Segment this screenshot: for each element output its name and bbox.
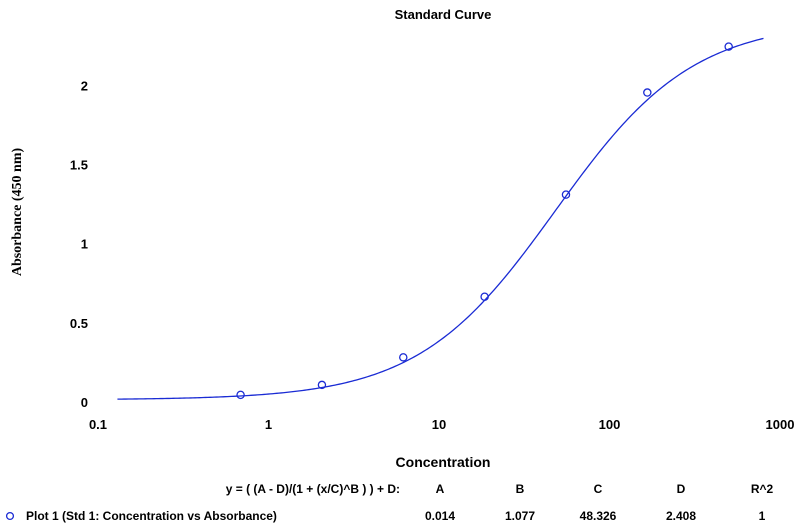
fit-equation: y = ( (A - D)/(1 + (x/C)^B ) ) + D:: [226, 482, 400, 496]
fit-curve-line: [117, 37, 764, 400]
legend-row-label: Plot 1 (Std 1: Concentration vs Absorban…: [26, 509, 277, 523]
data-point: [724, 42, 733, 51]
x-axis-label: Concentration: [396, 454, 491, 470]
param-header-c: C: [594, 482, 603, 496]
x-tick-label: 1: [265, 417, 272, 432]
y-tick-label: 2: [81, 78, 88, 93]
legend-marker-icon: [5, 511, 15, 521]
param-header-r2: R^2: [751, 482, 774, 496]
chart-title: Standard Curve: [395, 7, 492, 22]
param-value-a: 0.014: [425, 509, 455, 523]
y-tick-label: 0.5: [70, 316, 88, 331]
x-tick-label: 0.1: [89, 417, 107, 432]
data-point: [643, 88, 652, 97]
x-tick-label: 100: [599, 417, 621, 432]
x-tick-label: 10: [432, 417, 446, 432]
param-header-d: D: [677, 482, 686, 496]
param-value-r2: 1: [759, 509, 766, 523]
data-point: [317, 380, 327, 390]
data-point: [480, 292, 489, 301]
x-axis-ticks: 0.1 1 10 100 1000: [89, 417, 795, 432]
data-points: [236, 42, 733, 400]
param-value-c: 48.326: [580, 509, 617, 523]
fit-legend: y = ( (A - D)/(1 + (x/C)^B ) ) + D: A B …: [5, 482, 774, 523]
param-value-b: 1.077: [505, 509, 535, 523]
data-point: [236, 390, 245, 400]
y-axis-label: Absorbance (450 nm): [10, 148, 25, 277]
param-value-d: 2.408: [666, 509, 696, 523]
data-point: [561, 190, 571, 199]
param-header-b: B: [516, 482, 525, 496]
data-point: [399, 353, 408, 362]
param-header-a: A: [436, 482, 445, 496]
y-tick-label: 1: [81, 237, 88, 252]
x-tick-label: 1000: [766, 417, 795, 432]
y-axis-ticks: 0 0.5 1 1.5 2: [70, 78, 88, 410]
y-tick-label: 0: [81, 395, 88, 410]
y-tick-label: 1.5: [70, 158, 88, 173]
